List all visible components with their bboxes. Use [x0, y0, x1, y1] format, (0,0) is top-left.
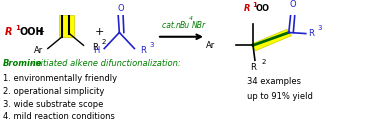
Text: 2. operational simplicity: 2. operational simplicity	[3, 87, 104, 96]
Text: H: H	[93, 46, 100, 55]
Text: Ar: Ar	[34, 46, 43, 55]
Text: R: R	[250, 63, 256, 72]
Text: 4: 4	[189, 16, 193, 21]
Text: R: R	[308, 29, 314, 38]
Text: O: O	[118, 4, 124, 13]
Text: 3: 3	[149, 42, 153, 48]
Text: R: R	[92, 43, 98, 52]
Text: cat.: cat.	[162, 21, 178, 30]
Text: 2: 2	[101, 39, 105, 45]
Text: OO: OO	[256, 4, 270, 13]
Text: up to 91% yield: up to 91% yield	[247, 92, 313, 101]
Text: R: R	[140, 46, 146, 55]
Text: 4. mild reaction conditions: 4. mild reaction conditions	[3, 112, 115, 121]
Text: 1. environmentally friendly: 1. environmentally friendly	[3, 74, 117, 83]
Text: 34 examples: 34 examples	[247, 77, 301, 86]
Text: NBr: NBr	[192, 21, 206, 30]
Text: 2: 2	[262, 59, 266, 65]
Text: +: +	[36, 27, 45, 38]
Text: 3: 3	[318, 25, 322, 31]
Text: R: R	[243, 4, 250, 13]
Text: Ar: Ar	[206, 41, 215, 50]
Polygon shape	[59, 15, 74, 37]
Text: 1: 1	[252, 2, 257, 8]
Text: 3. wide substrate scope: 3. wide substrate scope	[3, 100, 103, 109]
Text: +: +	[95, 27, 104, 38]
Text: OOH: OOH	[20, 27, 44, 38]
Text: R: R	[5, 27, 13, 38]
Text: Bu: Bu	[180, 21, 190, 30]
Text: O: O	[289, 0, 296, 9]
Text: -initiated alkene difunctionalization:: -initiated alkene difunctionalization:	[31, 59, 181, 68]
Text: n: n	[176, 21, 181, 30]
Text: Bromine: Bromine	[3, 59, 42, 68]
Polygon shape	[251, 29, 291, 51]
Text: 1: 1	[15, 25, 20, 31]
